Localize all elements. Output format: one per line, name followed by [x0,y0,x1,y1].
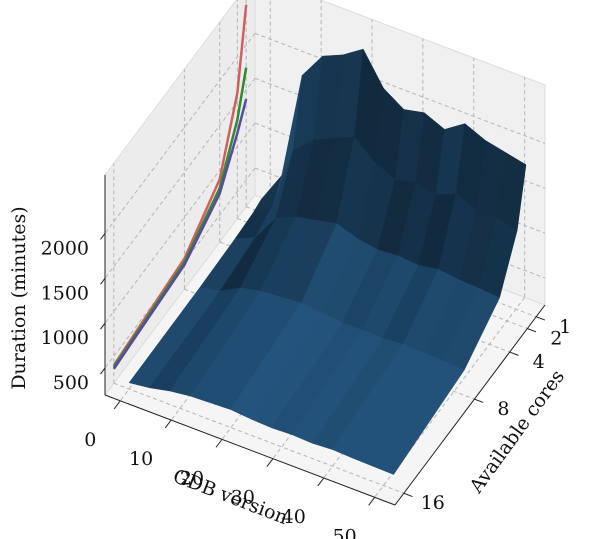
x-tick-label: 10 [129,448,153,470]
x-tick-label: 40 [282,506,306,528]
labels: 0 10 20 30 40 50 124 8 16 500 1000 1500 2000 [41,237,572,539]
x-tick-label: 0 [84,429,96,451]
x-axis-label: GDB version [170,465,291,529]
z-tick [100,322,106,330]
grid-line [113,382,405,494]
x-tick [317,477,325,487]
z-tick-label: 500 [53,372,89,394]
z-axis-label: Duration (minutes) [8,206,30,389]
x-tick [164,419,172,429]
surface [128,48,527,475]
y-tick-label: 4 [533,351,545,373]
x-tick-label: 20 [180,467,204,489]
y-tick [527,328,537,333]
x-tick [266,458,274,467]
y-tick-label: 2 [550,328,562,350]
y-tick [535,316,546,321]
wall-line [112,67,248,368]
wall-line [112,4,248,366]
z-tick-label: 1500 [41,282,89,304]
y-tick-label: 16 [421,492,445,514]
z-tick [100,233,106,240]
y-tick [509,351,519,356]
x-axis-line [104,394,396,506]
x-tick [368,496,376,506]
x-tick [113,400,121,410]
y-tick [474,398,484,403]
x-tick-label: 30 [231,487,255,509]
y-tick [403,492,413,498]
z-tick [100,367,106,375]
surface-quad [372,361,465,475]
x-tick [215,439,223,448]
z-tick [100,277,106,285]
y-tick-label: 1 [559,316,571,338]
wall-lines [112,4,248,370]
grid-line [254,32,546,144]
wall-line [112,98,248,370]
z-tick-label: 1000 [41,327,89,349]
y-axis-line [394,304,546,506]
x-tick-label: 50 [333,525,357,539]
z-tick-label: 2000 [41,237,89,259]
y-tick-label: 8 [497,398,509,420]
